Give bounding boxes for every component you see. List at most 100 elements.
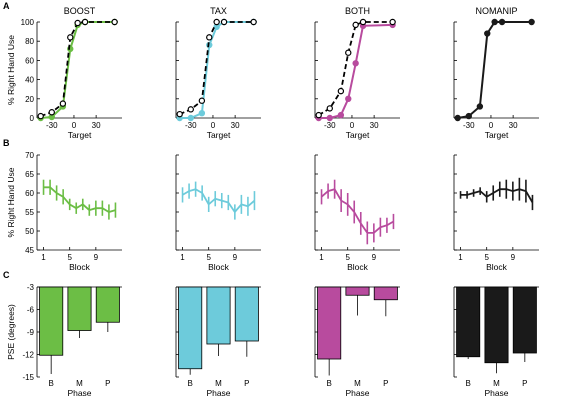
series-line-dashed xyxy=(318,21,393,116)
x-tick-label: 0 xyxy=(350,121,355,130)
x-tick-label: -30 xyxy=(324,121,336,130)
subplot-C-both: B M P Phase xyxy=(314,286,400,398)
x-axis-label: Block xyxy=(486,262,508,272)
bar-M xyxy=(345,286,370,296)
x-tick-label: 9 xyxy=(511,253,516,262)
series-line xyxy=(182,188,256,214)
x-tick-label: P xyxy=(522,379,527,388)
y-tick-label: -3 xyxy=(27,283,35,292)
x-tick-label: 1 xyxy=(41,253,46,262)
data-point xyxy=(454,114,461,122)
data-point-dashed xyxy=(337,87,345,95)
y-tick-label: 0 xyxy=(30,114,35,123)
x-tick-label: -30 xyxy=(463,121,475,130)
series-line-dashed xyxy=(40,21,115,117)
data-point xyxy=(187,114,194,122)
x-tick-label: B xyxy=(187,379,192,388)
bar-B xyxy=(456,286,481,358)
x-axis-label: Target xyxy=(207,130,231,140)
x-tick-label: M xyxy=(354,379,361,388)
data-point-dashed xyxy=(198,97,206,104)
x-tick-label: 30 xyxy=(231,121,240,130)
subplot-title: TAX xyxy=(210,6,227,16)
y-tick-label: 100 xyxy=(21,18,35,27)
data-point-dashed xyxy=(359,18,367,26)
data-point-dashed xyxy=(326,105,333,112)
data-point-dashed xyxy=(74,19,81,27)
y-axis-label: % Right Hand Use xyxy=(6,167,16,237)
subplot-title: NOMANIP xyxy=(475,6,517,16)
data-point xyxy=(476,103,484,110)
bar-P xyxy=(512,286,537,354)
x-tick-label: M xyxy=(215,379,222,388)
data-point xyxy=(345,95,352,102)
data-point xyxy=(465,112,472,120)
y-tick-label: -15 xyxy=(22,373,34,382)
panel-label-C: C xyxy=(3,270,10,280)
data-point xyxy=(498,18,506,26)
x-tick-label: P xyxy=(383,379,388,388)
x-tick-label: 30 xyxy=(370,121,379,130)
data-point-dashed xyxy=(67,34,74,41)
y-tick-label: -9 xyxy=(27,328,35,337)
data-point xyxy=(337,111,345,119)
panel-label-A: A xyxy=(3,1,10,11)
x-axis-label: Phase xyxy=(206,388,230,398)
bar-M xyxy=(206,286,231,345)
data-point-dashed xyxy=(37,112,44,120)
y-tick-label: -12 xyxy=(22,351,34,360)
x-tick-label: 5 xyxy=(206,253,211,262)
data-point-dashed xyxy=(206,34,213,41)
y-tick-label: 20 xyxy=(25,95,34,104)
series-line xyxy=(457,21,532,119)
subplot-title: BOTH xyxy=(345,6,370,16)
x-tick-label: P xyxy=(105,379,110,388)
bar-P xyxy=(234,286,259,342)
x-tick-label: -30 xyxy=(46,121,58,130)
series-line xyxy=(40,21,115,119)
x-tick-label: M xyxy=(76,379,83,388)
data-point-dashed xyxy=(59,100,67,107)
data-point-dashed xyxy=(213,18,220,26)
x-tick-label: 1 xyxy=(180,253,185,262)
series-line-dashed xyxy=(179,21,254,116)
subplot-title: BOOST xyxy=(64,6,96,16)
data-point-dashed xyxy=(250,18,257,26)
x-axis-label: Target xyxy=(485,130,509,140)
x-tick-label: 30 xyxy=(509,121,518,130)
data-point-dashed xyxy=(352,21,359,29)
bar-B xyxy=(39,286,64,356)
x-tick-label: 5 xyxy=(345,253,350,262)
bar-P xyxy=(373,286,398,301)
data-point-dashed xyxy=(220,18,228,26)
y-axis-label: % Right Hand Use xyxy=(6,35,16,105)
subplot-C-tax: B M P Phase xyxy=(175,286,261,398)
y-tick-label: 55 xyxy=(25,208,34,217)
x-tick-label: 5 xyxy=(484,253,489,262)
series-line xyxy=(460,188,534,203)
data-point xyxy=(528,18,535,26)
x-axis-label: Target xyxy=(346,130,370,140)
x-axis-label: Phase xyxy=(345,388,369,398)
x-tick-label: 1 xyxy=(458,253,463,262)
data-point-dashed xyxy=(81,18,89,26)
x-tick-label: M xyxy=(493,379,500,388)
subplot-A-boost: BOOST 0 20 40 60 80 100 % Right Hand Use -30 0 30T… xyxy=(6,6,122,140)
x-axis-label: Block xyxy=(208,262,230,272)
x-axis-label: Target xyxy=(68,130,92,140)
x-tick-label: B xyxy=(326,379,331,388)
bar-B xyxy=(317,286,342,360)
data-point-dashed xyxy=(111,18,118,26)
data-point-dashed xyxy=(176,110,183,118)
x-tick-label: 30 xyxy=(92,121,101,130)
bar-B xyxy=(178,286,203,370)
bar-M xyxy=(67,286,92,331)
y-tick-label: -6 xyxy=(27,306,35,315)
x-tick-label: 9 xyxy=(372,253,377,262)
